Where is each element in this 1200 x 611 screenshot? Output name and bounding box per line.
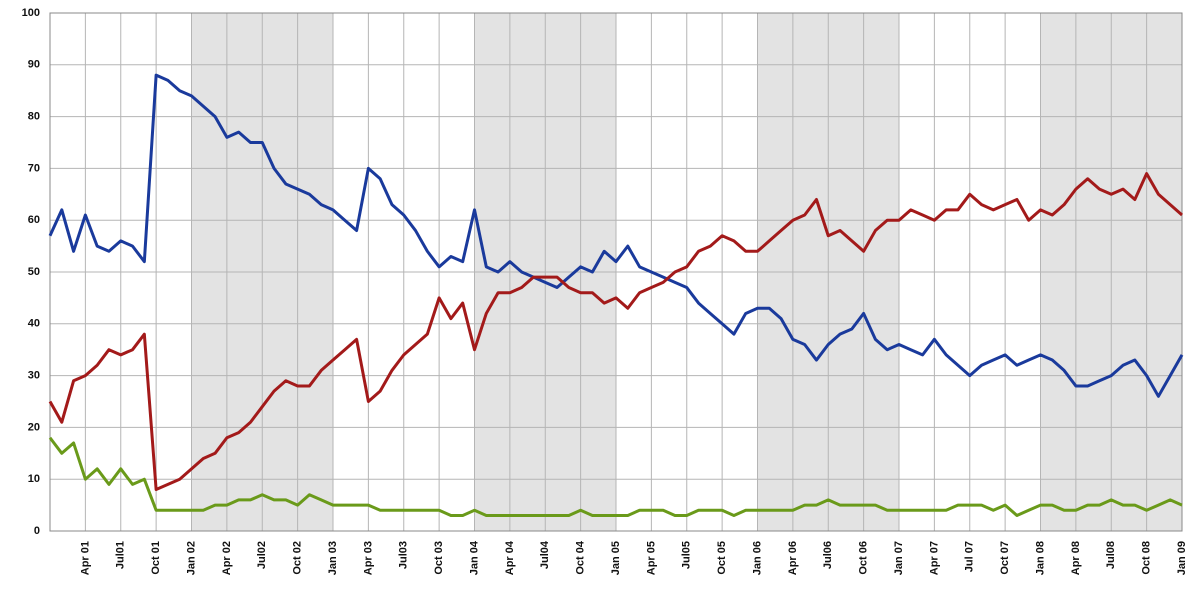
x-tick-label: Jul02 — [256, 541, 268, 569]
x-tick-label: Jul 07 — [964, 541, 976, 572]
x-tick-label: Oct 06 — [858, 541, 870, 575]
y-tick-label: 10 — [28, 473, 40, 485]
x-tick-label: Jan 09 — [1176, 541, 1188, 575]
x-tick-label: Oct 03 — [433, 541, 445, 575]
x-tick-label: Jan 06 — [751, 541, 763, 575]
x-tick-label: Jul01 — [115, 541, 127, 569]
x-tick-label: Jul04 — [539, 540, 551, 569]
x-tick-label: Oct 01 — [150, 541, 162, 575]
x-tick-label: Apr 01 — [79, 541, 91, 575]
y-tick-label: 20 — [28, 421, 40, 433]
x-tick-label: Jul05 — [681, 541, 693, 569]
series-line — [48, 172, 1183, 492]
x-tick-label: Jan 03 — [327, 541, 339, 575]
x-tick-label: Jul08 — [1105, 541, 1117, 569]
x-tick-label: Oct 02 — [292, 541, 304, 575]
y-tick-label: 0 — [34, 525, 40, 537]
x-tick-label: Oct 04 — [575, 540, 587, 575]
x-tick-label: Apr 05 — [645, 541, 657, 575]
x-tick-label: Jan 02 — [185, 541, 197, 575]
x-tick-label: Apr 08 — [1070, 541, 1082, 575]
x-tick-label: Jul06 — [822, 541, 834, 569]
x-tick-label: Apr 02 — [221, 541, 233, 575]
x-tick-label: Apr 07 — [928, 541, 940, 575]
x-tick-label: Oct 08 — [1141, 541, 1153, 575]
y-tick-label: 100 — [22, 7, 40, 19]
plot-frame — [49, 12, 1183, 532]
y-tick-label: 40 — [28, 318, 40, 330]
y-tick-label: 50 — [28, 266, 40, 278]
y-tick-label: 60 — [28, 214, 40, 226]
x-tick-label: Oct 05 — [716, 541, 728, 575]
series-line — [48, 436, 1183, 517]
x-tick-label: Jul03 — [398, 541, 410, 569]
y-tick-label: 70 — [28, 162, 40, 174]
y-tick-label: 80 — [28, 111, 40, 123]
x-tick-label: Apr 06 — [787, 541, 799, 575]
x-tick-label: Oct 07 — [999, 541, 1011, 575]
x-tick-label: Apr 04 — [504, 540, 516, 575]
series-line — [48, 73, 1184, 398]
x-tick-label: Apr 03 — [362, 541, 374, 575]
y-tick-label: 30 — [28, 370, 40, 382]
x-tick-label: Jan 08 — [1034, 541, 1046, 575]
x-tick-label: Jan 04 — [468, 540, 480, 575]
x-tick-label: Jan 07 — [893, 541, 905, 575]
y-tick-label: 90 — [28, 59, 40, 71]
x-tick-label: Jan 05 — [610, 541, 622, 575]
